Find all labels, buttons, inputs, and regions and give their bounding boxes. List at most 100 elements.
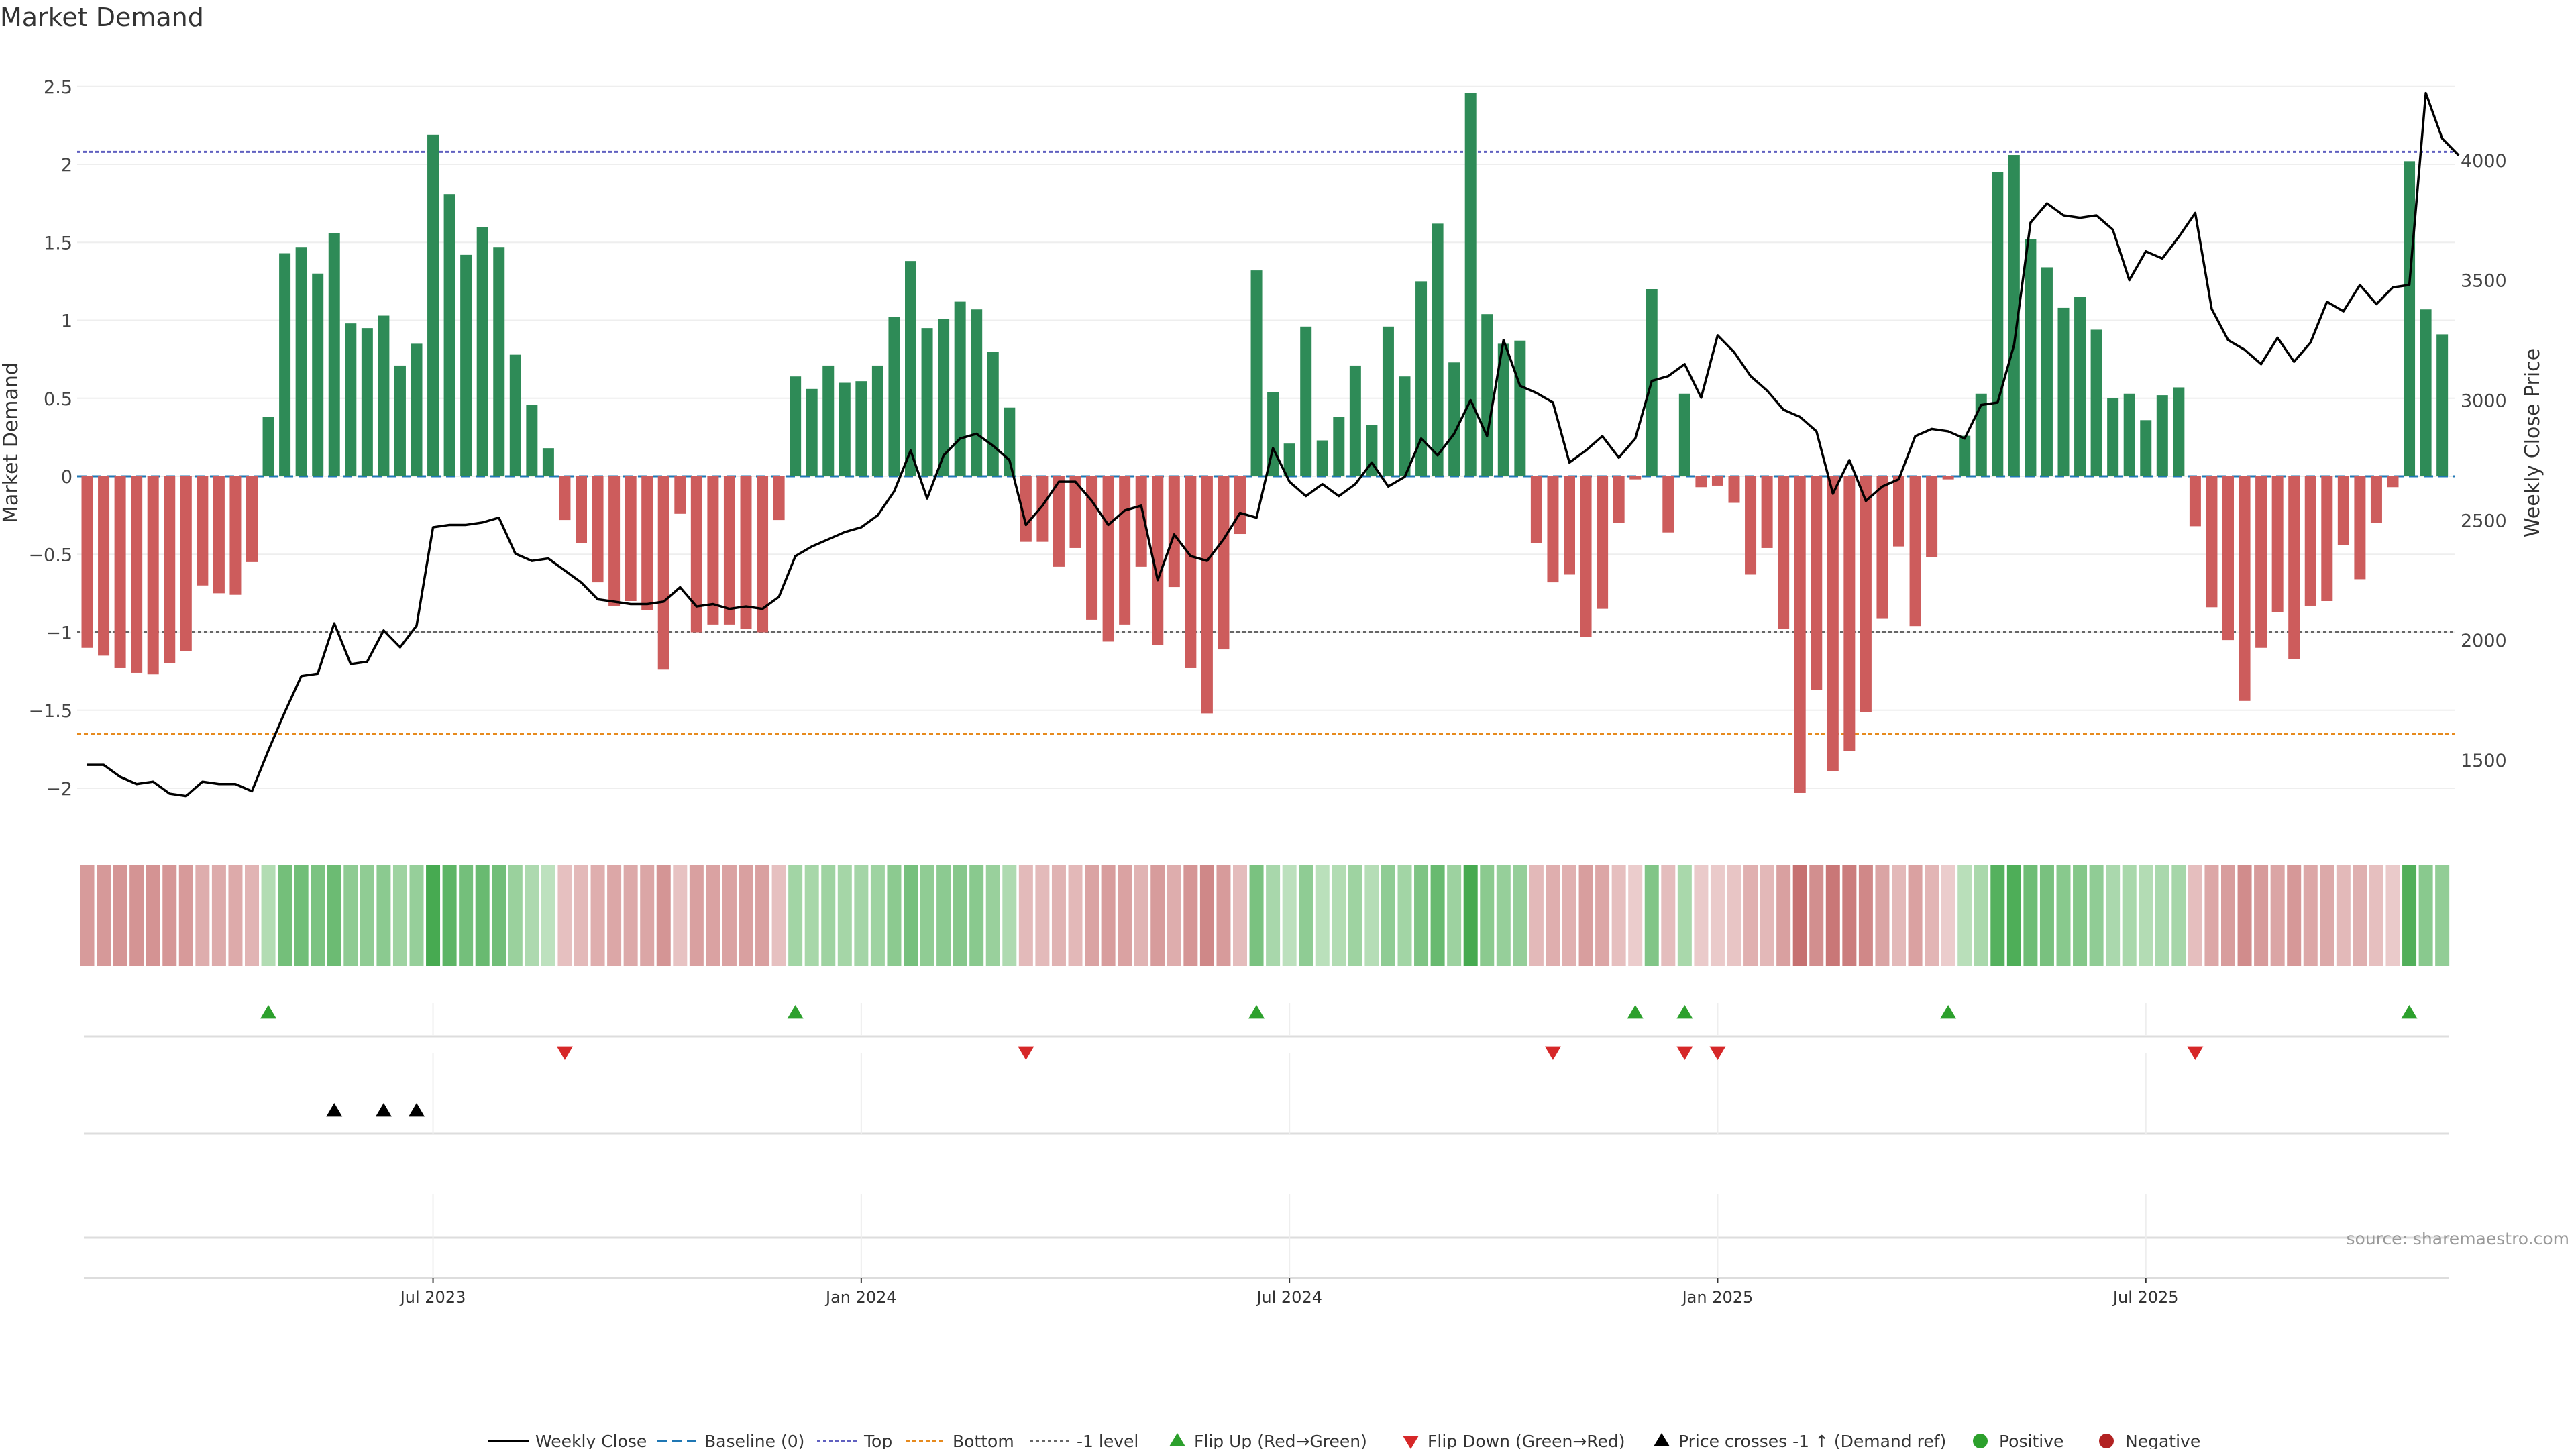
- right-tick-label: 2000: [2461, 631, 2507, 651]
- positive-bar: [855, 381, 867, 476]
- legend-label: Bottom: [953, 1432, 1014, 1449]
- negative-bar: [690, 476, 702, 633]
- heat-cell: [1430, 865, 1445, 966]
- negative-bar: [592, 476, 604, 583]
- heat-cell: [623, 865, 638, 966]
- flip-down-marker: [1544, 1046, 1561, 1060]
- flip-down-marker: [1709, 1046, 1726, 1060]
- heat-cell: [1578, 865, 1593, 966]
- right-tick-label: 4000: [2461, 151, 2507, 172]
- legend-label: Weekly Close: [535, 1432, 647, 1449]
- heat-cell: [392, 865, 407, 966]
- positive-bar: [345, 323, 357, 476]
- chart-title: Market Demand: [0, 3, 204, 32]
- left-tick-label: −0.5: [28, 545, 72, 566]
- positive-bar: [493, 247, 505, 476]
- positive-bar: [1975, 393, 1987, 476]
- event-markers: [260, 1005, 2418, 1117]
- positive-bar: [2107, 398, 2119, 476]
- heat-cell: [2303, 865, 2318, 966]
- negative-bar: [1711, 476, 1723, 486]
- negative-bar: [2255, 476, 2267, 648]
- positive-bar: [1514, 340, 1526, 476]
- right-tick-label: 1500: [2461, 751, 2507, 771]
- flip-up-marker: [2401, 1005, 2418, 1019]
- heat-cell: [2353, 865, 2367, 966]
- heat-cell: [2171, 865, 2186, 966]
- heat-cell: [1414, 865, 1429, 966]
- heat-cell: [1727, 865, 1741, 966]
- legend-label: Negative: [2125, 1432, 2200, 1449]
- heat-cell: [1875, 865, 1890, 966]
- heat-cell: [1677, 865, 1692, 966]
- negative-bar: [1152, 476, 1164, 645]
- left-tick-label: 0: [61, 467, 72, 488]
- negative-bar: [657, 476, 669, 670]
- heat-cell: [1266, 865, 1281, 966]
- negative-bar: [180, 476, 192, 651]
- negative-bar: [1893, 476, 1904, 547]
- heat-cell: [1825, 865, 1840, 966]
- heat-cell: [1018, 865, 1033, 966]
- left-tick-label: 1.5: [44, 233, 72, 254]
- date-tick-label: Jul 2024: [1255, 1288, 1322, 1307]
- negative-bar: [2189, 476, 2201, 527]
- heat-cell: [2006, 865, 2021, 966]
- heat-cell: [2039, 865, 2054, 966]
- legend-label: Flip Down (Green→Red): [1428, 1432, 1625, 1449]
- positive-bar: [1959, 435, 1971, 476]
- heat-cell: [360, 865, 374, 966]
- heat-cell: [97, 865, 111, 966]
- positive-bar: [2041, 267, 2053, 476]
- positive-bar: [1366, 425, 1378, 476]
- positive-bar: [295, 247, 307, 476]
- heat-cell: [739, 865, 753, 966]
- positive-bar: [1004, 407, 1016, 476]
- heat-cell: [245, 865, 259, 966]
- negative-bar: [2304, 476, 2316, 606]
- negative-bar: [1909, 476, 1921, 627]
- heat-cell: [1315, 865, 1330, 966]
- heat-cell: [837, 865, 852, 966]
- heat-cell: [426, 865, 441, 966]
- heat-cell: [936, 865, 951, 966]
- negative-bar: [559, 476, 571, 521]
- heat-cell: [1282, 865, 1297, 966]
- negative-bar: [1778, 476, 1790, 629]
- heat-cell: [771, 865, 786, 966]
- negative-bar: [147, 476, 159, 675]
- date-tick-label: Jan 2024: [824, 1288, 897, 1307]
- positive-bar: [542, 448, 554, 476]
- price-cross-marker: [326, 1103, 343, 1117]
- heat-cell: [113, 865, 127, 966]
- left-axis-label: Market Demand: [0, 362, 23, 523]
- weekly-close-path: [87, 91, 2460, 798]
- negative-bar: [2354, 476, 2366, 580]
- negative-bar: [1629, 476, 1642, 480]
- heat-cell: [1974, 865, 1988, 966]
- negative-bar: [1860, 476, 1872, 712]
- heat-cell: [1134, 865, 1148, 966]
- left-tick-label: 1: [61, 311, 72, 332]
- heat-cell: [755, 865, 770, 966]
- negative-bar: [2222, 476, 2234, 641]
- legend-label: -1 level: [1077, 1432, 1138, 1449]
- positive-bar: [1316, 440, 1328, 476]
- negative-bar: [1053, 476, 1065, 567]
- left-tick-label: 2: [61, 155, 72, 176]
- positive-bar: [1497, 343, 1509, 476]
- positive-bar: [361, 328, 373, 476]
- positive-bar: [509, 354, 521, 476]
- heat-cell: [1710, 865, 1725, 966]
- heat-cell: [2188, 865, 2202, 966]
- positive-bar: [2057, 307, 2070, 476]
- heat-cell: [228, 865, 243, 966]
- negative-bar: [674, 476, 686, 514]
- price-cross-marker: [375, 1103, 392, 1117]
- left-tick-label: −1.5: [28, 701, 72, 722]
- negative-bar: [131, 476, 143, 673]
- heat-cell: [525, 865, 539, 966]
- positive-bar: [427, 134, 439, 476]
- heat-cell: [261, 865, 276, 966]
- heat-cell: [969, 865, 984, 966]
